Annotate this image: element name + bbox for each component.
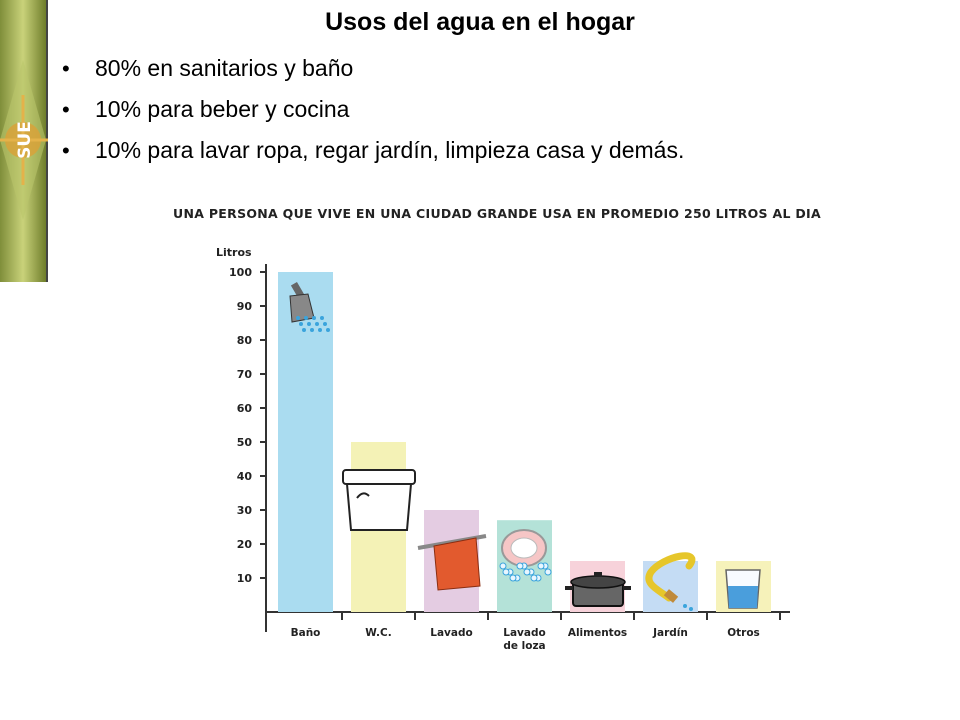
y-tick-label: 90 xyxy=(237,300,253,313)
x-category-label: Alimentos xyxy=(568,627,627,639)
x-category-label: W.C. xyxy=(365,627,391,639)
x-category-label: de loza xyxy=(503,640,545,652)
y-tick-label: 40 xyxy=(237,470,253,483)
bullet-symbol: • xyxy=(62,138,70,163)
logo-text: SUE xyxy=(15,121,35,159)
y-tick-label: 50 xyxy=(237,436,253,449)
bullet-symbol: • xyxy=(62,56,70,81)
glass-icon xyxy=(725,569,761,609)
y-tick-label: 80 xyxy=(237,334,253,347)
bullet-item: • 10% para lavar ropa, regar jardín, limp… xyxy=(62,130,684,171)
x-category-label: Lavado xyxy=(430,627,472,639)
bullet-list: • 80% en sanitarios y baño • 10% para bebe… xyxy=(62,48,684,171)
y-tick-label: 60 xyxy=(237,402,253,415)
y-tick-label: 30 xyxy=(237,504,253,517)
bullet-symbol: • xyxy=(62,97,70,122)
bullet-text: 10% para lavar ropa, regar jardín, limpi… xyxy=(95,137,685,163)
y-axis-label: Litros xyxy=(216,246,252,259)
bullet-text: 10% para beber y cocina xyxy=(95,96,350,122)
toilet-tank-icon xyxy=(342,469,416,531)
bar xyxy=(278,272,333,612)
x-category-label: Lavado xyxy=(503,627,545,639)
y-tick-label: 10 xyxy=(237,572,253,585)
y-tick-label: 20 xyxy=(237,538,253,551)
sun-icon xyxy=(0,95,48,185)
bullet-item: • 10% para beber y cocina xyxy=(62,89,684,130)
y-tick-label: 100 xyxy=(229,266,252,279)
towel-icon xyxy=(417,534,487,591)
slide-title: Usos del agua en el hogar xyxy=(325,8,635,36)
hose-icon xyxy=(645,552,696,611)
bullet-text: 80% en sanitarios y baño xyxy=(95,55,354,81)
y-tick-label: 70 xyxy=(237,368,253,381)
dish-icon xyxy=(499,529,552,582)
bullet-item: • 80% en sanitarios y baño xyxy=(62,48,684,89)
pot-icon xyxy=(565,572,631,607)
shower-icon xyxy=(289,281,330,332)
x-category-label: Jardín xyxy=(652,627,688,639)
chart-title: UNA PERSONA QUE VIVE EN UNA CIUDAD GRAND… xyxy=(173,206,821,221)
x-category-label: Otros xyxy=(727,627,760,639)
x-category-label: Baño xyxy=(291,627,321,639)
logo-strip: SUE xyxy=(0,0,48,282)
